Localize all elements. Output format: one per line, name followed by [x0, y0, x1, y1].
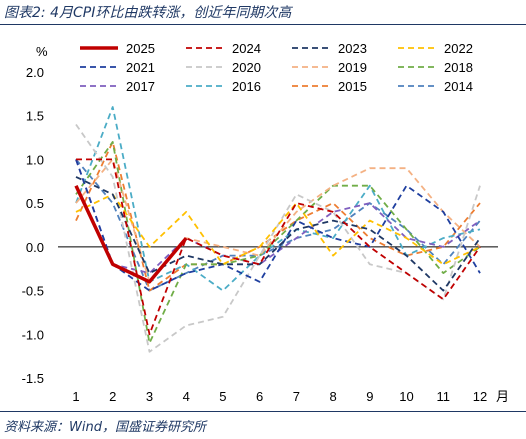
series-2019-line: [75, 158, 481, 283]
series-2021-line: [75, 159, 481, 292]
y-axis-unit: %: [36, 44, 48, 59]
legend-label-2021: 2021: [126, 60, 155, 75]
x-tick-label: 7: [293, 389, 300, 404]
x-tick-label: 6: [256, 389, 263, 404]
y-tick-label: -1.5: [22, 371, 44, 386]
y-tick-label: 0.5: [26, 196, 44, 211]
x-axis-unit: 月: [496, 389, 509, 404]
legend-label-2020: 2020: [232, 60, 261, 75]
y-tick-label: 2.0: [26, 65, 44, 80]
x-tick-label: 10: [399, 389, 413, 404]
series-2016-line: [75, 106, 481, 292]
x-tick-label: 1: [72, 389, 79, 404]
legend: 2025 2024 2023 2022 2021 2020 2019 2018 2017 2016…: [80, 41, 473, 94]
y-tick-label: 0.0: [26, 240, 44, 255]
x-tick-label: 2: [109, 389, 116, 404]
series-2018-line: [75, 140, 481, 344]
x-tick-label: 11: [437, 389, 451, 404]
source-note: 资料来源：Wind，国盛证券研究所: [4, 420, 206, 435]
legend-label-2024: 2024: [232, 41, 261, 56]
y-tick-label: 1.0: [26, 152, 44, 167]
legend-label-2017: 2017: [126, 79, 155, 94]
legend-label-2015: 2015: [338, 79, 367, 94]
series-2025-line: [74, 184, 188, 284]
series-2014-line: [75, 158, 481, 292]
x-tick-label: 12: [473, 389, 487, 404]
y-tick-label: 1.5: [26, 109, 44, 124]
legend-label-2016: 2016: [232, 79, 261, 94]
x-tick-label: 9: [366, 389, 373, 404]
x-tick-label: 4: [183, 389, 190, 404]
x-tick-label: 3: [146, 389, 153, 404]
x-tick-label: 8: [329, 389, 336, 404]
legend-label-2014: 2014: [444, 79, 473, 94]
x-tick-label: 5: [219, 389, 226, 404]
series-2022-line: [75, 193, 481, 266]
y-tick-label: -0.5: [22, 284, 44, 299]
series-2023-line: [75, 176, 481, 292]
y-tick-label: -1.0: [22, 327, 44, 342]
chart-title: 图表2: 4月CPI环比由跌转涨，创近年同期次高: [4, 5, 292, 21]
series-2020-line: [75, 123, 481, 353]
series-2024-line: [76, 158, 481, 336]
legend-label-2023: 2023: [338, 41, 367, 56]
series-layer: [74, 106, 481, 353]
legend-label-2022: 2022: [444, 41, 473, 56]
source-rule: [0, 411, 526, 412]
title-rule: [0, 24, 526, 25]
legend-label-2019: 2019: [338, 60, 367, 75]
legend-label-2018: 2018: [444, 60, 473, 75]
legend-label-2025: 2025: [126, 41, 155, 56]
